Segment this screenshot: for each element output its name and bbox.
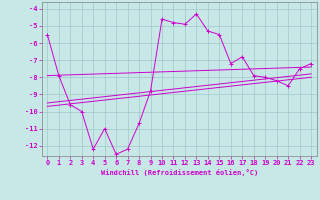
X-axis label: Windchill (Refroidissement éolien,°C): Windchill (Refroidissement éolien,°C)	[100, 169, 258, 176]
